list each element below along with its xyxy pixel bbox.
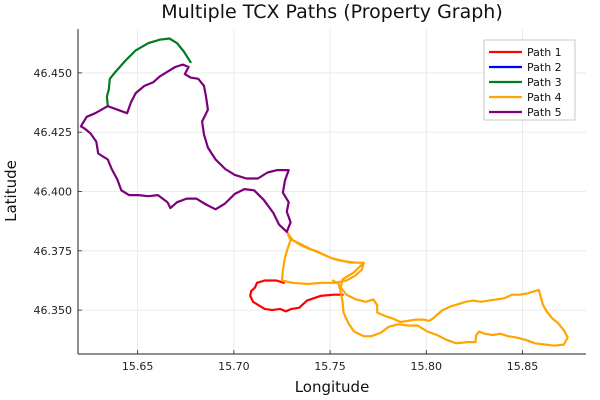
chart-title: Multiple TCX Paths (Property Graph)	[161, 1, 503, 23]
legend-label-path-5: Path 5	[527, 106, 562, 119]
series-line-path-3	[105, 37, 192, 108]
series-line-path-5	[79, 63, 292, 233]
y-tick-label: 46.425	[34, 126, 73, 139]
legend-label-path-3: Path 3	[527, 76, 562, 89]
series-layer	[79, 37, 569, 347]
series-line-path-1	[249, 279, 344, 313]
legend-label-path-2: Path 2	[527, 61, 562, 74]
x-tick-label: 15.80	[411, 360, 443, 373]
x-tick-label: 15.65	[122, 360, 154, 373]
y-tick-label: 46.450	[34, 67, 73, 80]
x-axis-label: Longitude	[295, 378, 370, 396]
y-tick-label: 46.400	[34, 186, 73, 199]
y-axis-label: Latitude	[2, 160, 20, 222]
x-tick-label: 15.70	[218, 360, 250, 373]
series-line-path-4	[280, 230, 569, 347]
y-tick-label: 46.375	[34, 245, 73, 258]
x-tick-label: 15.85	[507, 360, 539, 373]
ticks: 15.65 15.70 15.75 15.80 15.85 46.350 46.375 46.…	[34, 67, 539, 373]
legend-label-path-1: Path 1	[527, 46, 562, 59]
legend-box	[483, 39, 576, 121]
legend: Path 1 Path 2 Path 3 Path 4 Path 5	[483, 39, 576, 121]
x-tick-label: 15.75	[314, 360, 346, 373]
y-tick-label: 46.350	[34, 304, 73, 317]
legend-label-path-4: Path 4	[527, 91, 562, 104]
